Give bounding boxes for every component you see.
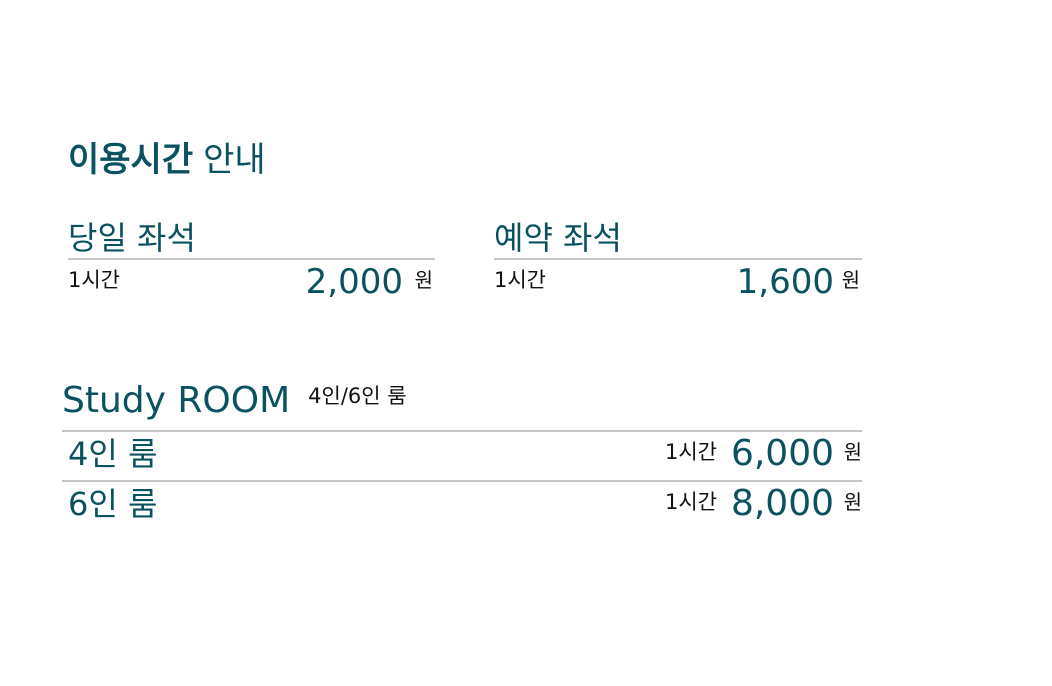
daily-seat-title: 당일 좌석: [68, 219, 196, 257]
divider: [494, 258, 862, 260]
price-value: 1,600: [736, 262, 834, 302]
page-title: 이용시간 안내: [68, 138, 266, 182]
study-room-header: Study ROOM 4인/6인 룸: [62, 378, 862, 430]
price-value: 8,000: [730, 483, 834, 524]
duration-label: 1시간: [665, 490, 718, 514]
room-row: 6인 룸 1시간 8,000 원: [62, 482, 862, 530]
study-room-section: Study ROOM 4인/6인 룸 4인 룸 1시간 6,000 원 6인 룸…: [62, 378, 862, 530]
duration-label: 1시간: [665, 440, 718, 464]
price-row: 1시간 1,600 원: [494, 260, 862, 304]
room-row: 4인 룸 1시간 6,000 원: [62, 432, 862, 480]
duration-label: 1시간: [494, 268, 547, 292]
page-title-bold: 이용시간: [68, 140, 194, 180]
reserved-seat-title: 예약 좌석: [494, 219, 622, 257]
currency-unit: 원: [841, 268, 860, 292]
page-title-rest: 안내: [203, 140, 266, 180]
reserved-seat-section: 예약 좌석 1시간 1,600 원: [494, 218, 862, 304]
price-row: 1시간 2,000 원: [68, 260, 435, 304]
currency-unit: 원: [414, 268, 433, 292]
daily-seat-section: 당일 좌석 1시간 2,000 원: [68, 218, 435, 304]
divider: [68, 258, 435, 260]
room-name: 6인 룸: [68, 485, 158, 523]
duration-label: 1시간: [68, 268, 121, 292]
currency-unit: 원: [843, 440, 862, 464]
currency-unit: 원: [843, 490, 862, 514]
study-room-subtitle: 4인/6인 룸: [308, 384, 407, 408]
divider: [62, 430, 862, 432]
divider: [62, 480, 862, 482]
room-name: 4인 룸: [68, 435, 158, 473]
price-value: 2,000: [305, 262, 403, 302]
price-value: 6,000: [730, 433, 834, 474]
study-room-title: Study ROOM: [62, 380, 291, 421]
